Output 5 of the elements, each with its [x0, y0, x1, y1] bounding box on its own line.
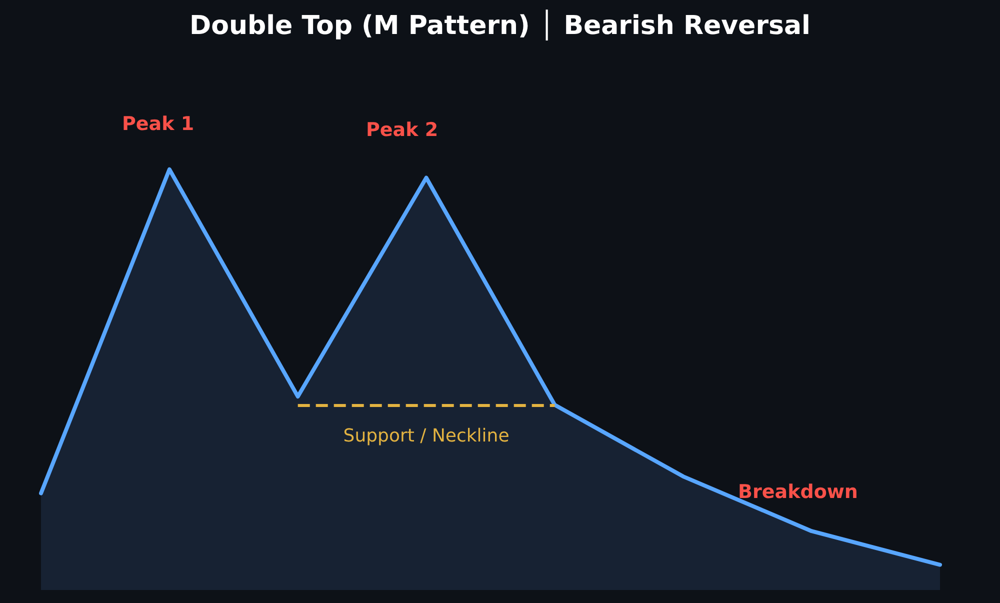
chart-title: Double Top (M Pattern) │ Bearish Reversal	[190, 9, 810, 41]
ref-line-label: Support / Neckline	[343, 425, 510, 446]
text: Peak 1	[122, 113, 194, 135]
text: Peak 2	[366, 119, 438, 141]
annotation: Breakdown	[738, 481, 858, 503]
